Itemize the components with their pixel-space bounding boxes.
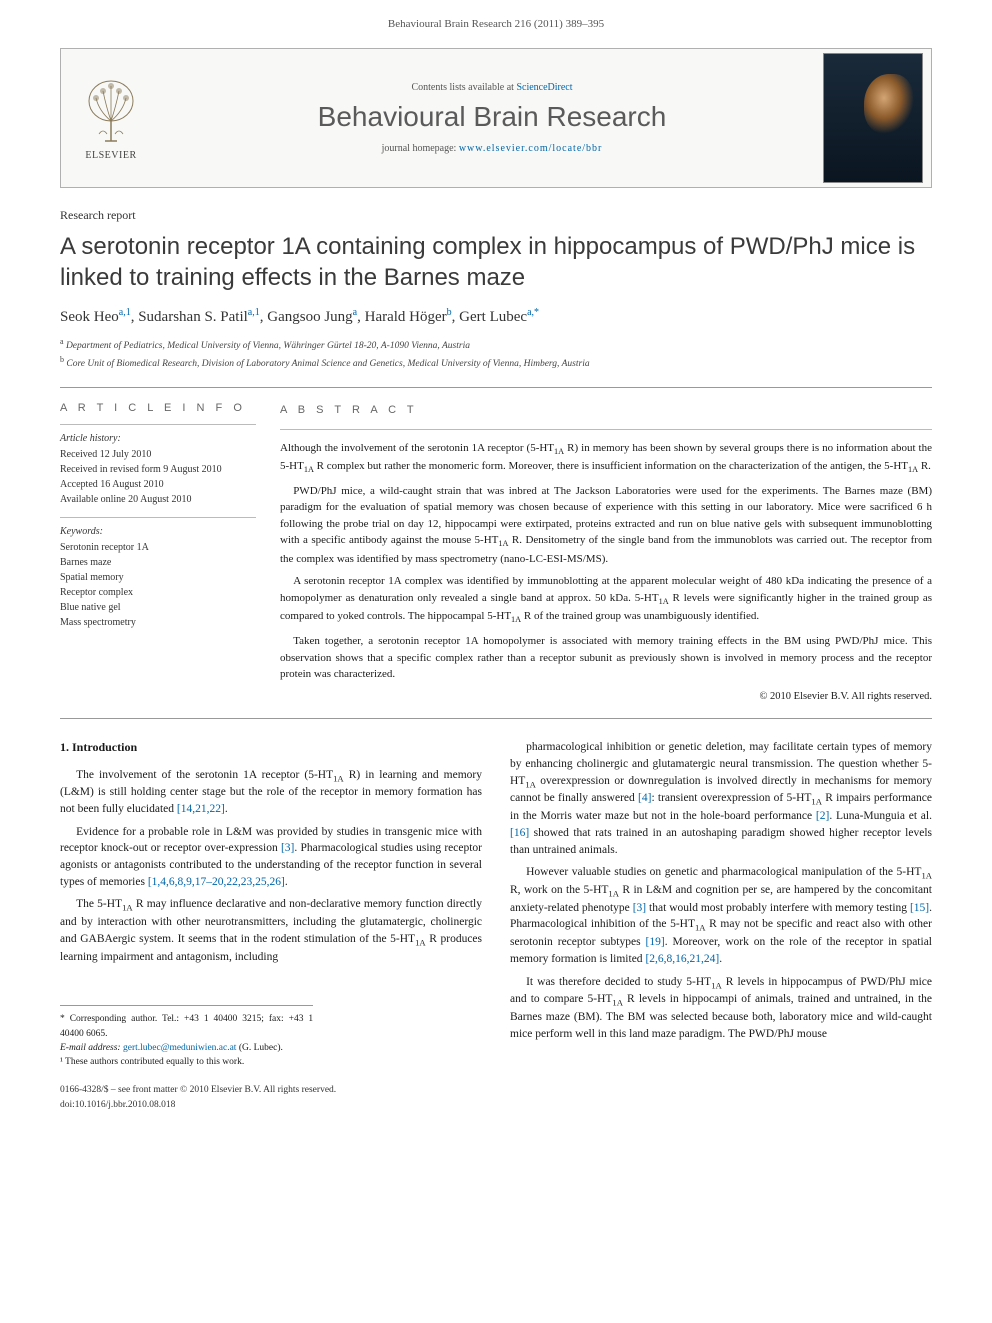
corresponding-author: * Corresponding author. Tel.: +43 1 4040… xyxy=(60,1012,313,1041)
body-paragraph: The 5-HT1A R may influence declarative a… xyxy=(60,896,482,965)
sciencedirect-link[interactable]: ScienceDirect xyxy=(516,82,572,93)
homepage-link[interactable]: www.elsevier.com/locate/bbr xyxy=(459,143,603,154)
masthead-center: Contents lists available at ScienceDirec… xyxy=(161,72,823,164)
equal-contrib: ¹ These authors contributed equally to t… xyxy=(60,1055,313,1069)
history-line: Accepted 16 August 2010 xyxy=(60,477,256,492)
citation-text: Behavioural Brain Research 216 (2011) 38… xyxy=(388,18,604,30)
article-type: Research report xyxy=(60,208,932,223)
email-link[interactable]: gert.lubec@meduniwien.ac.at xyxy=(123,1043,236,1053)
keywords-heading: Keywords: xyxy=(60,526,256,537)
article-title: A serotonin receptor 1A containing compl… xyxy=(60,231,932,293)
footnotes: * Corresponding author. Tel.: +43 1 4040… xyxy=(60,1005,313,1069)
intro-heading: 1. Introduction xyxy=(60,739,482,756)
body-paragraph: The involvement of the serotonin 1A rece… xyxy=(60,767,482,818)
body-paragraph: It was therefore decided to study 5-HT1A… xyxy=(510,974,932,1043)
contents-list-line: Contents lists available at ScienceDirec… xyxy=(171,82,813,93)
keyword: Barnes maze xyxy=(60,555,256,570)
history-line: Received in revised form 9 August 2010 xyxy=(60,462,256,477)
doi-line: doi:10.1016/j.bbr.2010.08.018 xyxy=(60,1098,932,1112)
abstract: A B S T R A C T Although the involvement… xyxy=(280,402,932,704)
body-paragraph: pharmacological inhibition or genetic de… xyxy=(510,739,932,858)
history-heading: Article history: xyxy=(60,433,256,444)
body-paragraph: However valuable studies on genetic and … xyxy=(510,864,932,967)
affiliation-a: a Department of Pediatrics, Medical Univ… xyxy=(60,336,932,353)
body-paragraph: Evidence for a probable role in L&M was … xyxy=(60,824,482,891)
abstract-p3: A serotonin receptor 1A complex was iden… xyxy=(280,573,932,627)
keyword: Spatial memory xyxy=(60,570,256,585)
article-info-heading: A R T I C L E I N F O xyxy=(60,402,256,414)
journal-masthead: ELSEVIER Contents lists available at Sci… xyxy=(60,48,932,188)
abstract-p2: PWD/PhJ mice, a wild-caught strain that … xyxy=(280,483,932,568)
front-matter-line: 0166-4328/$ – see front matter © 2010 El… xyxy=(60,1083,932,1097)
authors-line: Seok Heoa,1, Sudarshan S. Patila,1, Gang… xyxy=(60,307,932,326)
divider-2 xyxy=(60,718,932,719)
email-line: E-mail address: gert.lubec@meduniwien.ac… xyxy=(60,1041,313,1055)
keyword: Receptor complex xyxy=(60,585,256,600)
left-column: 1. Introduction The involvement of the s… xyxy=(60,739,482,1069)
body-columns: 1. Introduction The involvement of the s… xyxy=(60,739,932,1069)
elsevier-label: ELSEVIER xyxy=(85,150,136,161)
running-header: Behavioural Brain Research 216 (2011) 38… xyxy=(0,0,992,38)
abstract-p4: Taken together, a serotonin receptor 1A … xyxy=(280,633,932,683)
abstract-heading: A B S T R A C T xyxy=(280,402,932,419)
journal-name: Behavioural Brain Research xyxy=(171,101,813,133)
affiliation-b: b Core Unit of Biomedical Research, Divi… xyxy=(60,354,932,371)
abstract-p1: Although the involvement of the serotoni… xyxy=(280,440,932,477)
keyword: Serotonin receptor 1A xyxy=(60,540,256,555)
right-column: pharmacological inhibition or genetic de… xyxy=(510,739,932,1069)
journal-cover-thumb xyxy=(823,53,923,183)
article-info: A R T I C L E I N F O Article history: R… xyxy=(60,402,280,704)
keyword: Blue native gel xyxy=(60,600,256,615)
abstract-copyright: © 2010 Elsevier B.V. All rights reserved… xyxy=(280,689,932,705)
info-abstract-block: A R T I C L E I N F O Article history: R… xyxy=(60,388,932,718)
elsevier-tree-icon xyxy=(81,76,141,146)
history-line: Available online 20 August 2010 xyxy=(60,492,256,507)
keyword: Mass spectrometry xyxy=(60,615,256,630)
elsevier-logo: ELSEVIER xyxy=(61,49,161,187)
page-footer: 0166-4328/$ – see front matter © 2010 El… xyxy=(60,1083,932,1112)
affiliations: a Department of Pediatrics, Medical Univ… xyxy=(60,336,932,371)
history-line: Received 12 July 2010 xyxy=(60,447,256,462)
homepage-line: journal homepage: www.elsevier.com/locat… xyxy=(171,143,813,154)
